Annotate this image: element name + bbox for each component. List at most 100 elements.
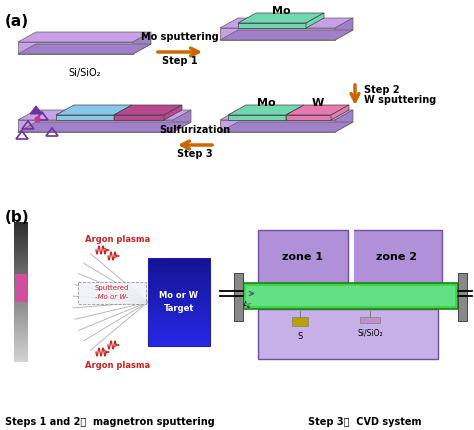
Bar — [148, 333, 210, 334]
Bar — [148, 276, 210, 277]
Bar — [14, 284, 28, 285]
Bar — [14, 263, 28, 264]
Text: Step 2: Step 2 — [364, 85, 400, 95]
Bar — [148, 282, 210, 283]
Bar — [14, 237, 28, 238]
Bar — [14, 272, 28, 273]
Bar — [14, 324, 28, 325]
Bar — [148, 260, 210, 261]
Polygon shape — [56, 115, 114, 120]
Bar — [148, 298, 210, 299]
Bar — [148, 327, 210, 328]
Bar — [14, 292, 28, 293]
Bar — [14, 350, 28, 351]
Bar — [78, 282, 146, 304]
Bar — [14, 281, 28, 282]
Bar — [14, 291, 28, 292]
Bar — [14, 295, 28, 296]
Bar — [148, 299, 210, 300]
Bar — [14, 287, 28, 288]
Bar — [148, 313, 210, 314]
Bar — [14, 279, 28, 280]
Bar — [148, 270, 210, 271]
Bar — [148, 266, 210, 267]
Bar — [148, 268, 210, 269]
Bar — [292, 317, 308, 326]
Polygon shape — [30, 106, 42, 114]
Bar — [14, 307, 28, 308]
Bar — [352, 230, 442, 285]
Bar — [14, 302, 28, 303]
Bar — [14, 224, 28, 225]
Bar — [14, 289, 28, 290]
Bar — [14, 306, 28, 307]
Bar — [14, 240, 28, 241]
Bar — [14, 280, 28, 281]
Bar — [148, 316, 210, 317]
Polygon shape — [114, 105, 132, 120]
Bar — [148, 258, 210, 346]
Polygon shape — [114, 115, 164, 120]
Bar — [14, 354, 28, 355]
Bar — [148, 277, 210, 278]
Bar — [14, 257, 28, 258]
Text: Mo: Mo — [257, 98, 275, 108]
Bar — [148, 291, 210, 292]
Bar — [14, 293, 28, 294]
Bar — [148, 288, 210, 289]
Bar — [14, 316, 28, 317]
Bar — [14, 357, 28, 358]
Polygon shape — [18, 32, 151, 42]
Bar — [14, 270, 28, 271]
Bar — [14, 313, 28, 314]
Bar — [14, 309, 28, 310]
Bar — [148, 275, 210, 276]
Bar — [15, 274, 27, 302]
Text: Sulfurization: Sulfurization — [159, 125, 230, 135]
Bar — [148, 286, 210, 287]
Bar — [14, 243, 28, 244]
Bar — [14, 268, 28, 269]
Bar — [148, 272, 210, 273]
Bar — [14, 252, 28, 253]
Bar — [14, 327, 28, 328]
Bar — [14, 250, 28, 251]
Bar — [148, 344, 210, 345]
Bar — [14, 278, 28, 279]
Bar — [14, 258, 28, 259]
Polygon shape — [228, 105, 304, 115]
Bar — [14, 328, 28, 329]
Bar — [14, 356, 28, 357]
Bar — [148, 314, 210, 315]
Bar — [14, 311, 28, 312]
Bar — [234, 273, 243, 321]
Bar — [14, 242, 28, 243]
Bar — [14, 264, 28, 265]
Bar — [148, 261, 210, 262]
Bar — [148, 343, 210, 344]
Polygon shape — [18, 42, 133, 54]
Polygon shape — [238, 23, 306, 28]
Bar — [14, 228, 28, 229]
Text: W sputtering: W sputtering — [364, 95, 436, 105]
Polygon shape — [220, 18, 353, 28]
Bar — [14, 360, 28, 361]
Text: zone 2: zone 2 — [376, 252, 418, 262]
Bar — [14, 358, 28, 359]
Bar — [14, 353, 28, 354]
Bar — [14, 315, 28, 316]
Bar — [148, 337, 210, 338]
Bar — [148, 317, 210, 318]
Bar — [258, 309, 438, 359]
Bar — [14, 310, 28, 311]
Bar — [148, 274, 210, 275]
Bar — [148, 305, 210, 306]
Polygon shape — [164, 105, 182, 120]
Bar — [14, 266, 28, 267]
Bar — [14, 299, 28, 300]
Bar — [14, 247, 28, 248]
Bar — [14, 244, 28, 245]
Bar — [148, 321, 210, 322]
Bar — [14, 338, 28, 339]
Bar — [148, 301, 210, 302]
